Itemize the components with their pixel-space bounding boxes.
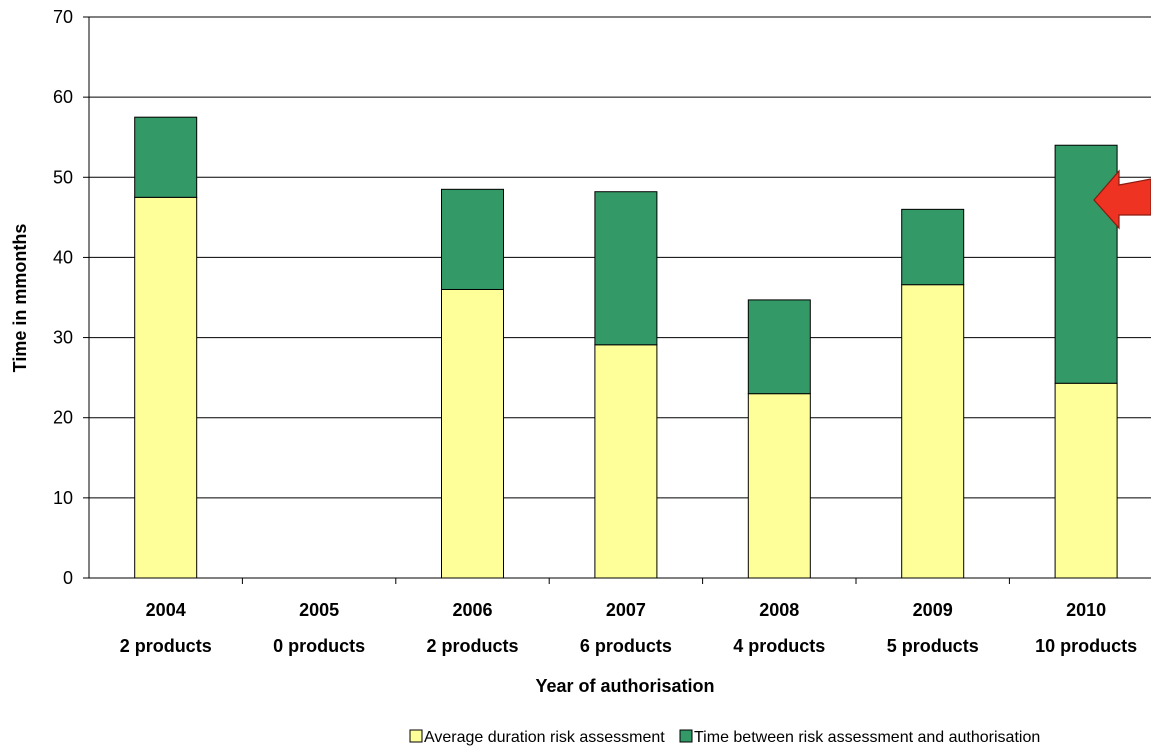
x-axis-title: Year of authorisation	[535, 676, 714, 696]
y-tick-label: 20	[53, 408, 73, 428]
x-tick-label-year: 2007	[606, 600, 646, 620]
x-tick-labels: 2004 2 products 2005 0 products 2006 2 produc…	[120, 578, 1137, 656]
x-tick-label-products: 6 products	[580, 636, 672, 656]
bar-segment-2006-series-1	[441, 188, 504, 290]
bar-segment-2008-series-0	[747, 393, 811, 579]
arrow-shape	[1093, 169, 1151, 230]
legend-swatch-risk-assessment	[409, 729, 423, 743]
x-tick-label-year: 2004	[146, 600, 186, 620]
x-tick-label-year: 2010	[1066, 600, 1106, 620]
x-tick-label-year: 2009	[913, 600, 953, 620]
x-tick-label-year: 2006	[452, 600, 492, 620]
bar-segment-2007-series-0	[594, 344, 658, 579]
legend: Average duration risk assessment Time be…	[409, 729, 1040, 746]
legend-swatch-time-between	[679, 729, 693, 743]
x-tick-label-year: 2005	[299, 600, 339, 620]
x-tick-label-products: 5 products	[887, 636, 979, 656]
bar-segment-2004-series-0	[134, 196, 198, 579]
bar-segment-2010-series-1	[1054, 144, 1118, 384]
y-tick-label: 0	[63, 568, 73, 588]
bar-segment-2006-series-0	[441, 288, 504, 579]
y-tick-label: 60	[53, 87, 73, 107]
y-tick-label: 10	[53, 488, 73, 508]
bar-segment-2004-series-1	[134, 116, 198, 198]
x-tick-label-products: 4 products	[733, 636, 825, 656]
x-tick-label-products: 2 products	[426, 636, 518, 656]
y-tick-label: 40	[53, 247, 73, 267]
axes	[88, 17, 1151, 579]
x-tick-label-products: 10 products	[1035, 636, 1137, 656]
legend-label-risk-assessment: Average duration risk assessment	[424, 729, 665, 746]
y-axis-title: Time in mmonths	[10, 224, 30, 373]
y-tick-label: 50	[53, 167, 73, 187]
bar-segment-2009-series-1	[901, 208, 965, 286]
x-tick-label-year: 2008	[759, 600, 799, 620]
red-arrow-annotation	[1093, 169, 1151, 230]
y-tick-label: 30	[53, 328, 73, 348]
x-tick-label-products: 2 products	[120, 636, 212, 656]
y-tick-labels: 0 10 20 30 40 50 60 70	[53, 7, 89, 588]
bar-segment-2009-series-0	[901, 284, 965, 579]
legend-label-time-between: Time between risk assessment and authori…	[694, 729, 1040, 746]
bar-segment-2007-series-1	[594, 191, 658, 346]
bar-segment-2010-series-0	[1054, 382, 1118, 579]
x-tick-label-products: 0 products	[273, 636, 365, 656]
bars	[134, 116, 1118, 579]
bar-segment-2008-series-1	[747, 299, 811, 395]
y-tick-label: 70	[53, 7, 73, 27]
